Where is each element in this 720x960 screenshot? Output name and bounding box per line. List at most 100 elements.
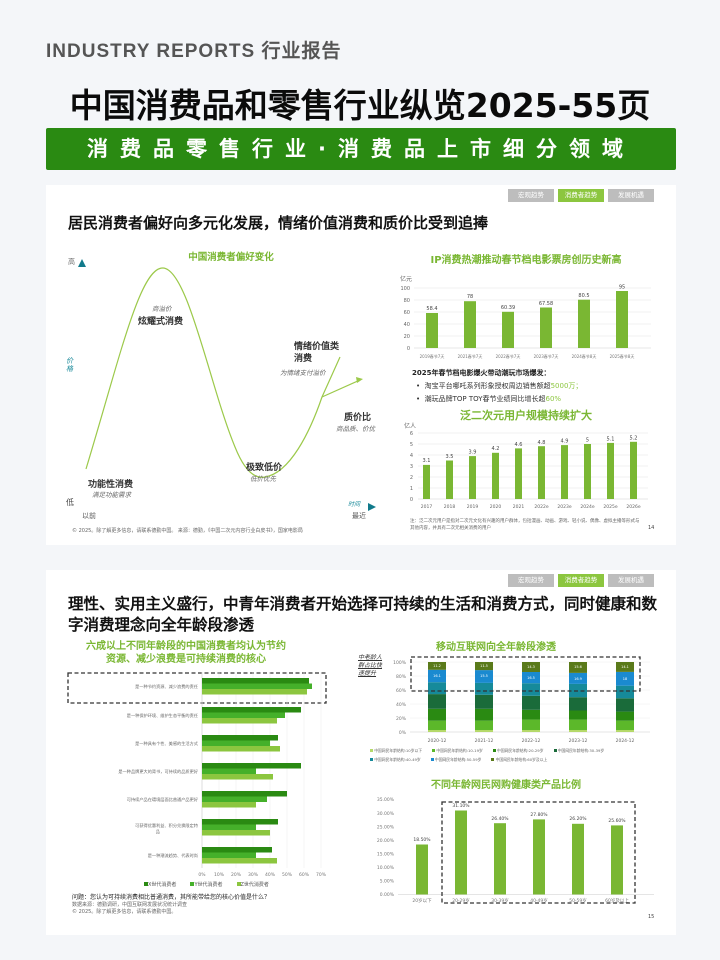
svg-text:100: 100 <box>400 286 410 292</box>
slide-page-15: 宏观趋势 消费者趋势 发展机遇 理性、实用主义盛行，中青年消费者开始选择可持续的… <box>46 570 676 935</box>
svg-text:2026e: 2026e <box>626 504 640 510</box>
svg-text:50-59岁: 50-59岁 <box>569 897 587 904</box>
svg-text:11.5: 11.5 <box>480 664 488 668</box>
svg-text:2018: 2018 <box>444 504 456 510</box>
acg-unit: 亿人 <box>404 423 417 430</box>
highlight-item-2: • 潮玩品牌TOP TOY春节业绩同比增长超60% <box>416 395 562 403</box>
svg-text:2023-12: 2023-12 <box>569 738 588 744</box>
svg-text:2017: 2017 <box>421 504 433 510</box>
svg-text:5: 5 <box>410 442 413 448</box>
svg-text:3: 3 <box>410 464 413 470</box>
svg-text:0: 0 <box>407 346 410 352</box>
svg-text:2020-12: 2020-12 <box>428 738 447 744</box>
health-chart-title: 不同年龄网民网购健康类产品比例 <box>431 780 581 791</box>
sustainability-hbar-chart: 是一种节约资源、减少浪费的责任 是一种保护环境、维护生态平衡的责任 是一种具有个… <box>67 672 327 878</box>
nav-tabs: 宏观趋势 消费者趋势 发展机遇 <box>508 189 654 202</box>
legend-item: 中国网民年龄结构:60岁及以上 <box>491 757 547 763</box>
box-office-chart-title: IP消费热潮推动春节档电影票房创历史新高 <box>430 255 622 266</box>
svg-text:4.2: 4.2 <box>492 446 500 452</box>
svg-text:18: 18 <box>623 677 627 681</box>
svg-text:25.60%: 25.60% <box>608 818 626 824</box>
legend-x-gen: X世代消费者 <box>144 881 176 888</box>
tab-consumer-trends[interactable]: 消费者趋势 <box>558 574 604 587</box>
svg-text:2025e: 2025e <box>603 504 617 510</box>
svg-text:10%: 10% <box>214 872 225 878</box>
svg-text:2022-12: 2022-12 <box>522 738 541 744</box>
x-axis-label: 时间 <box>348 501 361 508</box>
stage-functional: 功能性消费 <box>88 480 134 490</box>
svg-text:4.9: 4.9 <box>561 439 569 445</box>
legend-item: 中国网民年龄结构:10岁以下 <box>370 748 422 754</box>
stage-lowprice: 极致低价 <box>246 463 283 473</box>
svg-text:2023e: 2023e <box>557 504 571 510</box>
acg-chart-title: 泛二次元用户规模持续扩大 <box>460 409 592 422</box>
svg-text:16.1: 16.1 <box>433 674 441 678</box>
tab-macro-trends[interactable]: 宏观趋势 <box>508 189 554 202</box>
tab-opportunities[interactable]: 发展机遇 <box>608 574 654 587</box>
sustainability-legend: X世代消费者 Y世代消费者 Z世代消费者 <box>144 881 269 888</box>
svg-text:5.00%: 5.00% <box>380 879 395 885</box>
sustainability-chart-title: 六成以上不同年龄段的中国消费者均认为节约资源、减少浪费是可持续消费的核心 <box>86 641 286 665</box>
stage-emotional-desc: 为情绪支付溢价 <box>280 369 326 377</box>
svg-text:40%: 40% <box>265 872 276 878</box>
svg-text:50%: 50% <box>282 872 293 878</box>
preference-curve-chart <box>78 259 376 511</box>
acg-users-bar-chart: 6 5 4 3 2 1 0 3.1 3.5 3.9 4.2 4.6 4.8 4.9 5 5.… <box>410 431 648 510</box>
svg-text:20: 20 <box>404 334 410 340</box>
svg-text:11.2: 11.2 <box>433 664 441 668</box>
svg-text:31.10%: 31.10% <box>452 803 470 809</box>
tab-consumer-trends[interactable]: 消费者趋势 <box>558 189 604 202</box>
svg-text:是一种节约资源、减少浪费的责任: 是一种节约资源、减少浪费的责任 <box>135 683 198 690</box>
internet-chart-title: 移动互联网向全年龄段渗透 <box>436 642 556 653</box>
svg-text:95: 95 <box>619 285 625 291</box>
svg-text:16.9: 16.9 <box>574 677 582 681</box>
report-category: INDUSTRY REPORTS 行业报告 <box>46 41 342 62</box>
svg-text:35.00%: 35.00% <box>377 797 395 803</box>
svg-text:4.6: 4.6 <box>515 442 523 448</box>
svg-text:60%: 60% <box>396 688 407 694</box>
stage-value: 质价比 <box>344 413 372 423</box>
x-axis-end: 最近 <box>352 512 366 520</box>
legend-item: 中国网民年龄结构:50-59岁 <box>430 757 481 763</box>
page-number: 15 <box>648 914 655 920</box>
svg-text:2023春节7天: 2023春节7天 <box>534 353 559 359</box>
tab-opportunities[interactable]: 发展机遇 <box>608 189 654 202</box>
survey-question: 问题：您认为可持续消费相比普通消费，其所能带给您的核心价值是什么？ <box>72 894 271 901</box>
svg-text:2019: 2019 <box>467 504 479 510</box>
tab-macro-trends[interactable]: 宏观趋势 <box>508 574 554 587</box>
subtitle-banner: 消费品零售行业·消费品上市细分领域 <box>46 128 676 170</box>
copyright: © 2025。除了解更多信息，请联系德勤中国。 <box>72 909 177 915</box>
svg-text:14.3: 14.3 <box>527 665 535 669</box>
dashed-box-label: 中老龄人群占比快速提升 <box>358 654 383 677</box>
svg-text:2: 2 <box>410 475 413 481</box>
svg-text:是一种潮流趋势、代表时尚: 是一种潮流趋势、代表时尚 <box>148 852 198 859</box>
svg-text:80%: 80% <box>396 674 407 680</box>
svg-text:5.1: 5.1 <box>607 437 615 443</box>
footnote-source: © 2025。除了解更多信息，请联系德勤中国。 来源：德勤，《中国二次元内容行业… <box>72 528 303 534</box>
svg-text:品: 品 <box>156 829 160 835</box>
svg-text:2024春节8天: 2024春节8天 <box>572 353 597 359</box>
stage-showoff: 炫耀式消费 <box>138 317 184 327</box>
page-number: 14 <box>648 525 655 531</box>
legend-z-gen: Z世代消费者 <box>236 881 269 888</box>
svg-text:16.5: 16.5 <box>527 676 535 680</box>
svg-text:58.4: 58.4 <box>426 306 437 312</box>
svg-text:20岁以下: 20岁以下 <box>412 897 432 904</box>
svg-text:15.6: 15.6 <box>574 665 582 669</box>
svg-text:60.39: 60.39 <box>501 305 515 311</box>
internet-age-stacked-chart: 100% 80% 60% 40% 20% 0% 11.2 16.1 11.5 15.5 14… <box>393 656 650 744</box>
svg-text:10.00%: 10.00% <box>377 865 395 871</box>
svg-text:2021-12: 2021-12 <box>475 738 494 744</box>
svg-text:18.50%: 18.50% <box>413 837 431 843</box>
svg-text:67.58: 67.58 <box>539 301 553 307</box>
stage-emotional: 情绪价值类消费 <box>294 342 340 364</box>
svg-text:可获得优惠利益、积分兑换限定特: 可获得优惠利益、积分兑换限定特 <box>135 822 198 829</box>
svg-text:2022春节7天: 2022春节7天 <box>496 353 521 359</box>
svg-text:20%: 20% <box>396 716 407 722</box>
svg-text:2025春节8天: 2025春节8天 <box>610 353 635 359</box>
svg-text:30%: 30% <box>248 872 259 878</box>
svg-text:78: 78 <box>467 294 473 300</box>
svg-text:1: 1 <box>410 486 413 492</box>
svg-text:15.00%: 15.00% <box>377 852 395 858</box>
svg-text:2024e: 2024e <box>580 504 594 510</box>
